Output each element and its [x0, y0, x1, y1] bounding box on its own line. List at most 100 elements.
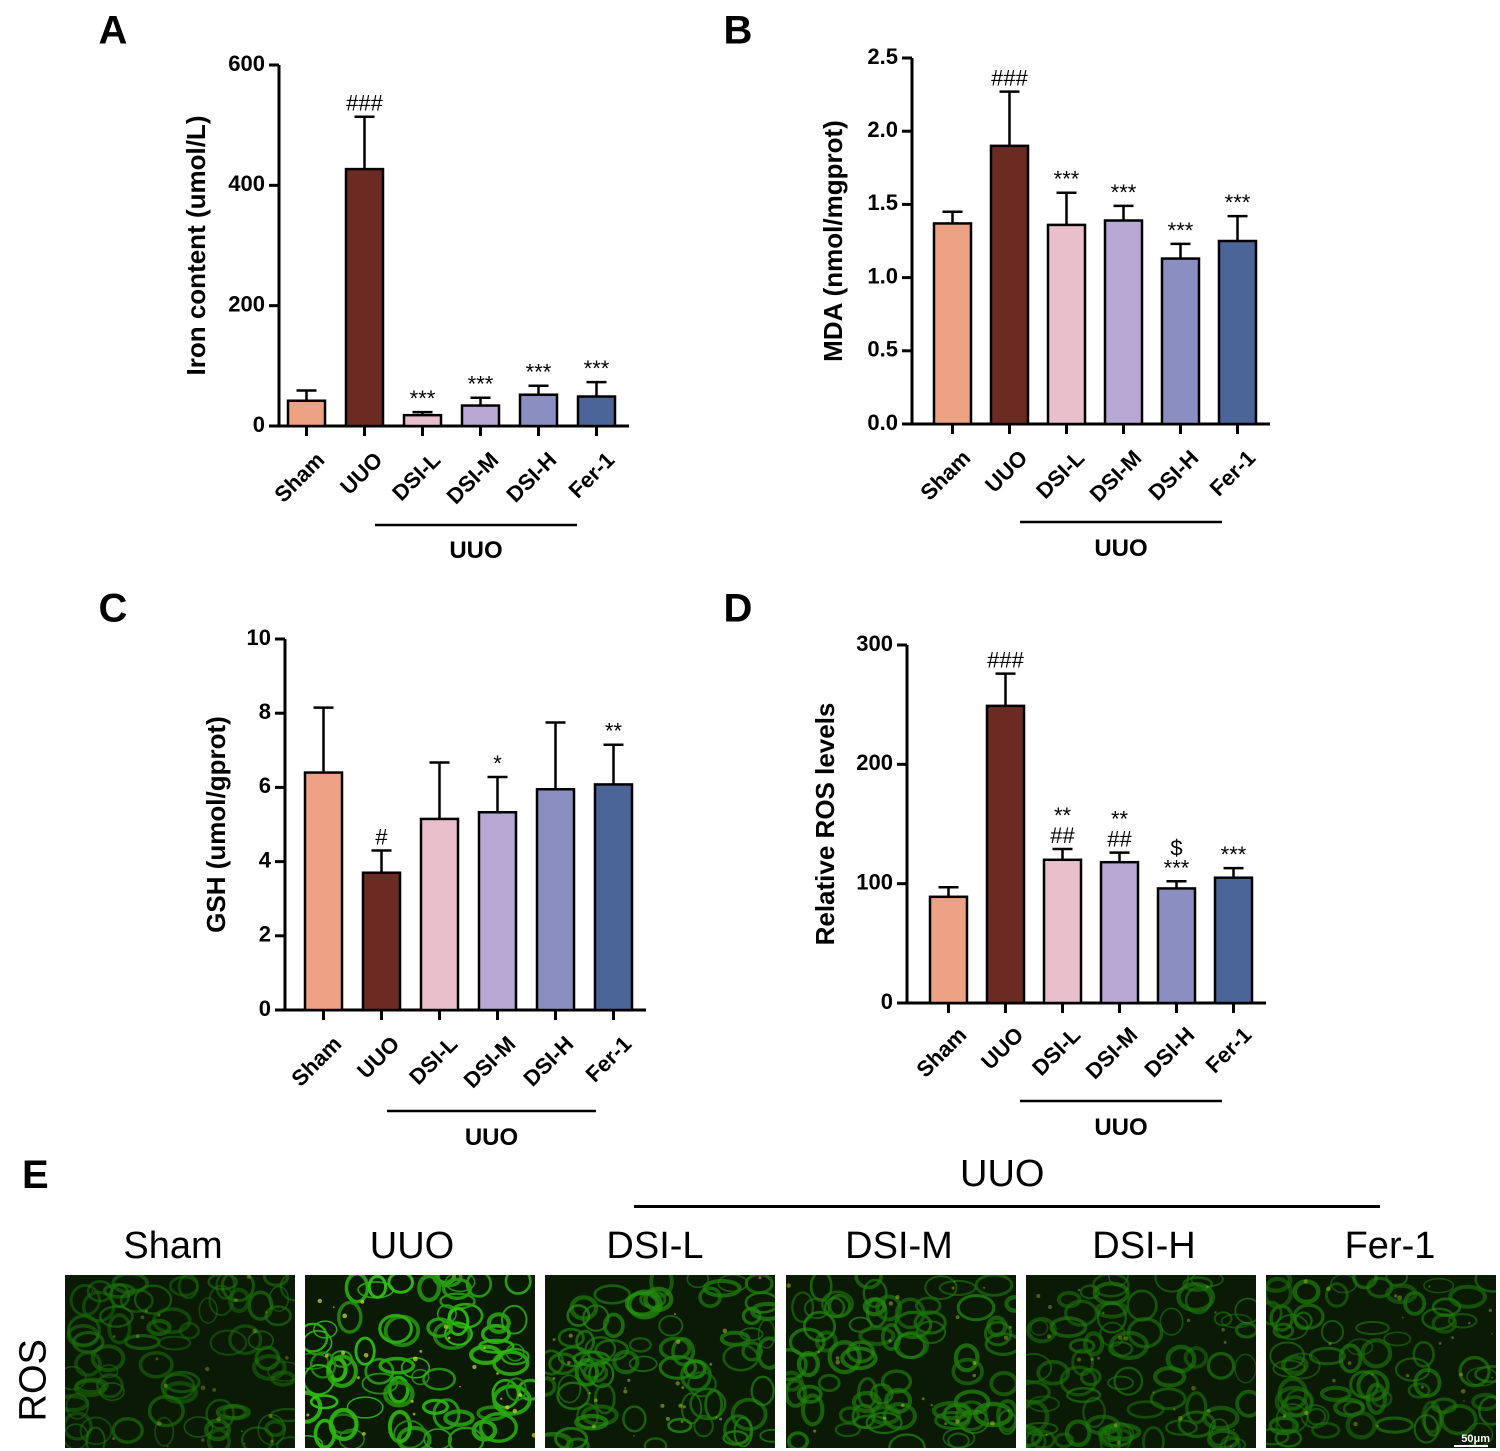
tissue-cell	[354, 1336, 376, 1366]
tissue-cell	[924, 1275, 958, 1300]
tissue-cell	[469, 1344, 503, 1366]
tissue-cell	[955, 1400, 988, 1432]
tissue-cell	[90, 1344, 126, 1373]
tissue-cell	[974, 1275, 1014, 1297]
fluorescent-speck	[240, 1430, 243, 1433]
fluorescent-speck	[552, 1338, 556, 1341]
tissue-cell	[809, 1275, 833, 1302]
tissue-cell	[667, 1417, 693, 1434]
tissue-cell	[840, 1346, 878, 1371]
y-tick-label: 0.0	[867, 410, 898, 435]
fluorescent-speck	[1328, 1342, 1332, 1346]
significance-mark: ***	[1221, 842, 1247, 867]
tissue-cell	[1220, 1313, 1253, 1329]
tissue-cell	[79, 1416, 113, 1446]
fluorescent-speck	[1097, 1356, 1100, 1360]
fluorescent-speck	[1353, 1421, 1358, 1427]
tissue-cell	[1292, 1279, 1321, 1305]
y-tick-label: 100	[856, 869, 893, 894]
tissue-cell	[1092, 1275, 1130, 1298]
tissue-cell	[1206, 1428, 1240, 1448]
x-tick-label: DSI-M	[459, 1031, 521, 1093]
fluorescent-speck	[135, 1334, 140, 1339]
col-label-fer-1: Fer-1	[1344, 1225, 1436, 1267]
bar-fer-1	[576, 395, 617, 428]
fluorescent-speck	[157, 1421, 162, 1426]
significance-mark: ##	[1050, 823, 1075, 848]
fluorescent-speck	[1393, 1294, 1398, 1298]
tissue-cell	[1154, 1275, 1190, 1293]
tissue-cell	[123, 1333, 161, 1351]
panel-b-mda-chart: B 0.0 0.5 1.0 1.5 2.0 2.5 MDA (nmol/mgprot) Sham…	[724, 9, 1270, 562]
tissue-cell	[1308, 1346, 1346, 1366]
tissue-cell	[309, 1394, 339, 1410]
tissue-cell	[582, 1362, 609, 1383]
y-tick-label: 0	[253, 412, 265, 437]
fluorescent-speck	[895, 1295, 900, 1300]
tissue-cell	[1036, 1359, 1071, 1386]
tissue-cell	[1071, 1348, 1094, 1377]
fluorescent-speck	[888, 1301, 893, 1306]
tissue-cell	[658, 1354, 697, 1380]
fluorescent-speck	[972, 1373, 976, 1378]
significance-mark: ***	[1054, 167, 1080, 192]
tissue-cell	[1345, 1410, 1377, 1440]
tissue-cell	[1324, 1282, 1349, 1308]
tissue-cell	[209, 1329, 248, 1356]
fluorescent-speck	[552, 1377, 556, 1380]
fluorescent-speck	[1077, 1357, 1081, 1362]
tissue-cell	[823, 1296, 846, 1319]
fluorescent-speck	[623, 1389, 628, 1394]
y-tick-label: 2.5	[867, 44, 898, 69]
tissue-cell	[478, 1338, 515, 1354]
tissue-cell	[750, 1301, 775, 1321]
fluorescent-speck	[1347, 1361, 1352, 1365]
y-tick-label: 0.5	[867, 337, 898, 362]
fluorescent-speck	[419, 1350, 423, 1353]
tissue-cell	[1030, 1319, 1049, 1336]
tissue-cell	[480, 1323, 511, 1344]
group-label: UUO	[1094, 535, 1147, 562]
fluorescent-speck	[1397, 1295, 1403, 1301]
fluorescent-speck	[567, 1361, 571, 1365]
tissue-cell	[74, 1350, 102, 1377]
fluorescent-speck	[270, 1439, 274, 1443]
tissue-cell	[336, 1300, 363, 1334]
tissue-cell	[1474, 1275, 1496, 1293]
tissue-cell	[387, 1375, 410, 1404]
y-tick-label: 2	[259, 922, 271, 947]
tissue-cell	[1235, 1389, 1256, 1418]
tissue-cell	[1149, 1387, 1187, 1411]
col-label-dsi-l: DSI-L	[606, 1225, 704, 1267]
fluorescent-speck	[1463, 1400, 1465, 1402]
tissue-cell	[594, 1338, 630, 1362]
fluorescent-speck	[1036, 1294, 1041, 1298]
fluorescent-speck	[1007, 1409, 1010, 1412]
fluorescent-speck	[233, 1298, 238, 1302]
x-tick-label: UUO	[335, 447, 387, 499]
tissue-cell	[622, 1405, 647, 1433]
significance-mark: ###	[991, 66, 1028, 91]
tissue-cell	[1374, 1416, 1414, 1434]
fluorescent-speck	[324, 1353, 329, 1358]
tissue-cell	[1280, 1355, 1309, 1376]
col-label-uuo: UUO	[369, 1225, 455, 1267]
y-axis-label: GSH (umol/gprot)	[201, 716, 231, 933]
fluorescent-speck	[166, 1445, 169, 1448]
tissue-cell	[65, 1423, 89, 1448]
tissue-cell	[1099, 1321, 1126, 1348]
group-label: UUO	[1094, 1114, 1147, 1141]
tissue-cell	[989, 1370, 1016, 1397]
fluorescent-speck	[216, 1416, 221, 1422]
tissue-cell	[757, 1319, 775, 1349]
tissue-cell	[309, 1351, 337, 1379]
fluorescent-speck	[660, 1403, 665, 1408]
fluorescent-speck	[1118, 1335, 1123, 1340]
panel-d-ros-chart: D 0 100 200 300 Relative ROS levels Sham ### UUO…	[724, 587, 1266, 1141]
fluorescent-speck	[627, 1378, 631, 1382]
tissue-cell	[479, 1412, 518, 1443]
tissue-cell	[1458, 1355, 1491, 1388]
y-tick-label: 200	[228, 291, 265, 316]
fluorescent-speck	[1221, 1328, 1225, 1332]
fluorescent-speck	[1206, 1285, 1209, 1289]
